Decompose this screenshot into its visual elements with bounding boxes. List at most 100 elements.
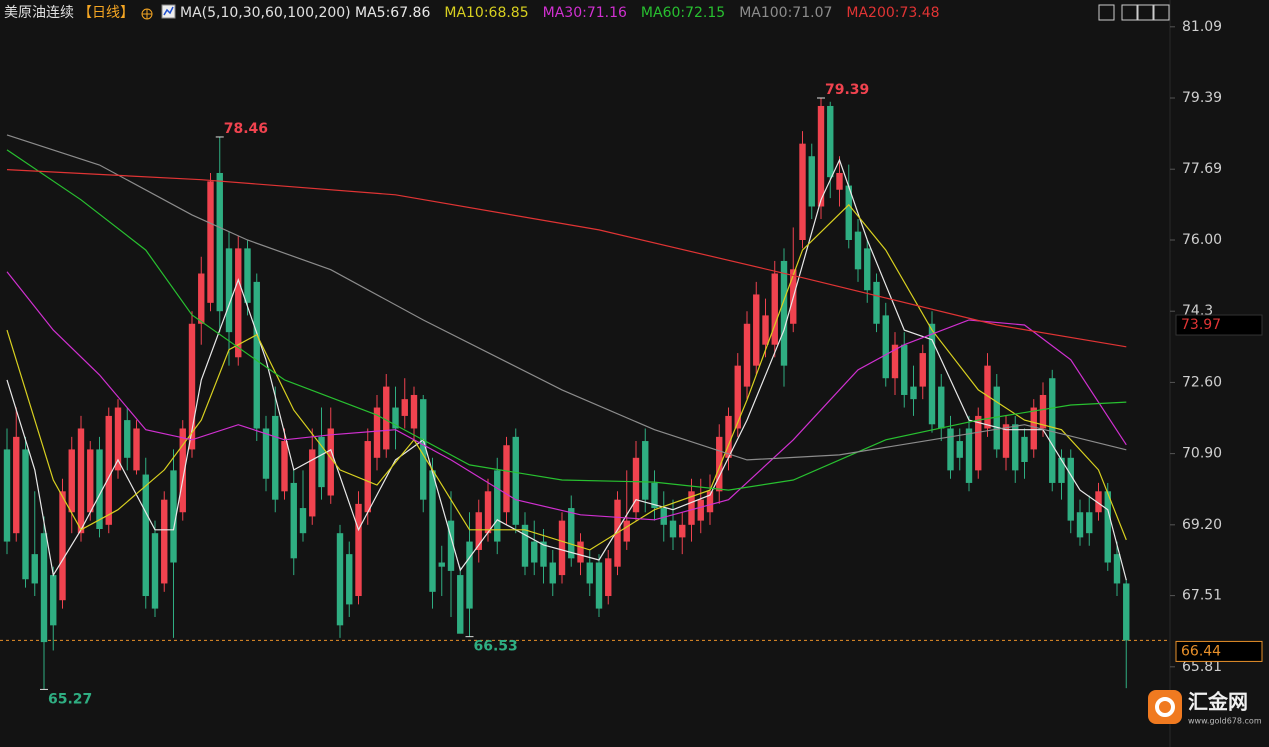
- candle-body: [22, 449, 29, 580]
- candle-body: [993, 386, 1000, 450]
- y-tick-label: 81.09: [1182, 19, 1222, 35]
- watermark-name: 汇金网: [1188, 690, 1248, 714]
- ma-tag-box: [1175, 314, 1263, 336]
- candle-body: [1021, 436, 1028, 462]
- annotation-label: 78.46: [224, 121, 268, 137]
- candle-body: [105, 415, 112, 525]
- ma-line: [6, 169, 1127, 348]
- candle-body: [799, 143, 806, 240]
- candle-body: [401, 399, 408, 416]
- candle-body: [373, 407, 381, 458]
- candle-body: [873, 281, 880, 324]
- add-icon[interactable]: [141, 8, 153, 20]
- y-tick-label: 77.69: [1182, 161, 1222, 177]
- candle-body: [364, 441, 371, 513]
- candle-body: [549, 562, 556, 584]
- tool-button[interactable]: [1137, 4, 1154, 21]
- candle-body: [59, 491, 66, 601]
- candle-body: [170, 470, 177, 563]
- candle-body: [1049, 378, 1056, 483]
- ma-group-label: MA(5,10,30,60,100,200): [180, 5, 351, 21]
- candle-body: [531, 541, 538, 563]
- candle-body: [743, 323, 751, 387]
- y-tick-label: 69.20: [1182, 517, 1222, 533]
- candle-body: [410, 394, 418, 429]
- candle-body: [854, 231, 862, 270]
- watermark: 汇金网 www.gold678.com: [1148, 690, 1262, 726]
- ma-line: [6, 149, 1127, 491]
- candle-body: [910, 386, 917, 400]
- candle-body: [253, 281, 260, 429]
- candle-body: [262, 428, 270, 479]
- legend-entry: MA200:73.48: [846, 5, 939, 21]
- candle-body: [272, 415, 279, 500]
- candle-body: [595, 562, 603, 609]
- candle-body: [161, 499, 168, 584]
- candle-body: [420, 399, 427, 500]
- candle-body: [586, 562, 593, 584]
- candle-body: [1104, 491, 1111, 563]
- candle-body: [1002, 424, 1010, 458]
- watermark-url: www.gold678.com: [1188, 717, 1262, 726]
- candle-body: [1067, 457, 1074, 521]
- toolbar: [1098, 4, 1170, 21]
- tool-button[interactable]: [1098, 4, 1115, 21]
- last-price-box: [1175, 640, 1263, 662]
- candle-body: [660, 508, 667, 525]
- candle-body: [429, 470, 436, 592]
- candle-body: [336, 533, 344, 626]
- candle-body: [642, 441, 649, 500]
- candle-body: [1039, 394, 1047, 429]
- ma-line: [6, 203, 1127, 551]
- candle-body: [1012, 424, 1019, 471]
- candle-body: [475, 512, 482, 550]
- candle-body: [956, 441, 963, 458]
- candle-body: [216, 172, 223, 312]
- candle-body: [1123, 583, 1130, 641]
- candle-body: [327, 428, 334, 496]
- candle-body: [392, 407, 399, 429]
- candle-body: [142, 474, 149, 597]
- candle-body: [780, 260, 788, 366]
- candle-body: [346, 554, 353, 605]
- candle-body: [827, 105, 834, 178]
- candle-body: [466, 541, 473, 609]
- y-tick-label: 79.39: [1182, 90, 1222, 106]
- y-tick-label: 65.81: [1182, 659, 1222, 675]
- candle-body: [540, 541, 547, 567]
- candle-body: [96, 449, 103, 530]
- period-label: 【日线】: [78, 5, 134, 21]
- candle-body: [891, 344, 899, 379]
- candle-body: [225, 248, 233, 333]
- legend-entry: MA60:72.15: [641, 5, 725, 21]
- candle-body: [947, 428, 954, 471]
- candle-body: [938, 386, 945, 429]
- candle-body: [457, 575, 464, 634]
- candle-body: [577, 541, 584, 563]
- candle-body: [984, 365, 991, 429]
- ma-icon[interactable]: [161, 4, 176, 19]
- candle-body: [124, 420, 131, 458]
- candle-body: [679, 524, 686, 538]
- candle-body: [558, 520, 566, 576]
- legend-entry: MA30:71.16: [543, 5, 627, 21]
- tool-button[interactable]: [1153, 4, 1170, 21]
- candle-body: [568, 508, 575, 559]
- candle-body: [355, 503, 362, 597]
- ma-line: [6, 271, 1127, 521]
- candle-body: [484, 491, 492, 534]
- candle-body: [521, 524, 529, 567]
- candle-body: [901, 344, 908, 395]
- candle-body: [447, 520, 455, 571]
- annotation-label: 65.27: [48, 691, 92, 707]
- tool-button[interactable]: [1121, 4, 1138, 21]
- candle-body: [716, 436, 723, 492]
- candle-body: [725, 415, 732, 458]
- candle-body: [50, 575, 57, 626]
- candle-body: [623, 520, 630, 542]
- candle-body: [77, 428, 85, 534]
- candle-body: [133, 428, 140, 471]
- candle-body: [438, 562, 445, 567]
- candle-body: [114, 407, 122, 471]
- candle-body: [512, 436, 519, 525]
